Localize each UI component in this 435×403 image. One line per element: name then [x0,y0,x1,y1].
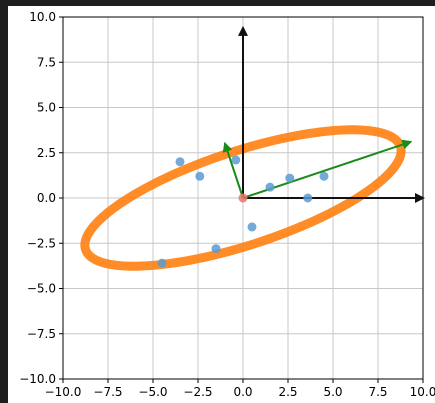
y-tick-label-0: −10.0 [19,372,56,386]
y-tick-label-6: 5.0 [37,101,56,115]
x-tick-label-0: −10.0 [45,385,82,399]
x-tick-label-1: −7.5 [93,385,122,399]
ellipse-outline [80,125,406,271]
scatter-point-1 [195,171,205,181]
scatter-point-6 [319,171,329,181]
y-tick-label-1: −7.5 [27,327,56,341]
figure-background [8,6,435,403]
y-tick-label-3: −2.5 [27,236,56,250]
principal-arrow-1 [222,141,244,199]
x-tick-label-7: 7.5 [368,385,387,399]
y-tick-label-7: 7.5 [37,55,56,69]
ellipse-layer [80,125,406,271]
scatter-point-8 [211,244,221,254]
scatter-point-9 [157,258,167,268]
x-tick-label-6: 5.0 [323,385,342,399]
y-tick-label-8: 10.0 [29,10,56,24]
scatter-point-5 [303,193,313,203]
scatter-points [157,155,329,268]
x-tick-label-4: 0.0 [233,385,252,399]
x-tick-label-5: 2.5 [278,385,297,399]
scatter-point-4 [285,173,295,183]
axes-arrows [238,25,425,203]
scatter-point-3 [265,182,275,192]
top-frame-strip [0,0,435,6]
x-tick-label-8: 10.0 [410,385,435,399]
x-tick-label-2: −5.0 [138,385,167,399]
scatter-point-7 [247,222,257,232]
scatter-point-0 [175,157,185,167]
x-tick-label-3: −2.5 [183,385,212,399]
y-tick-label-2: −5.0 [27,282,56,296]
y-tick-label-4: 0.0 [37,191,56,205]
y-tick-label-5: 2.5 [37,146,56,160]
scatter-point-2 [231,155,241,165]
axis-ticks: −10.0 −7.5 −5.0 −2.5 0.0 2.5 5.0 7.5 10.0 −10.0 −7… [19,10,435,399]
center-point [238,193,248,203]
